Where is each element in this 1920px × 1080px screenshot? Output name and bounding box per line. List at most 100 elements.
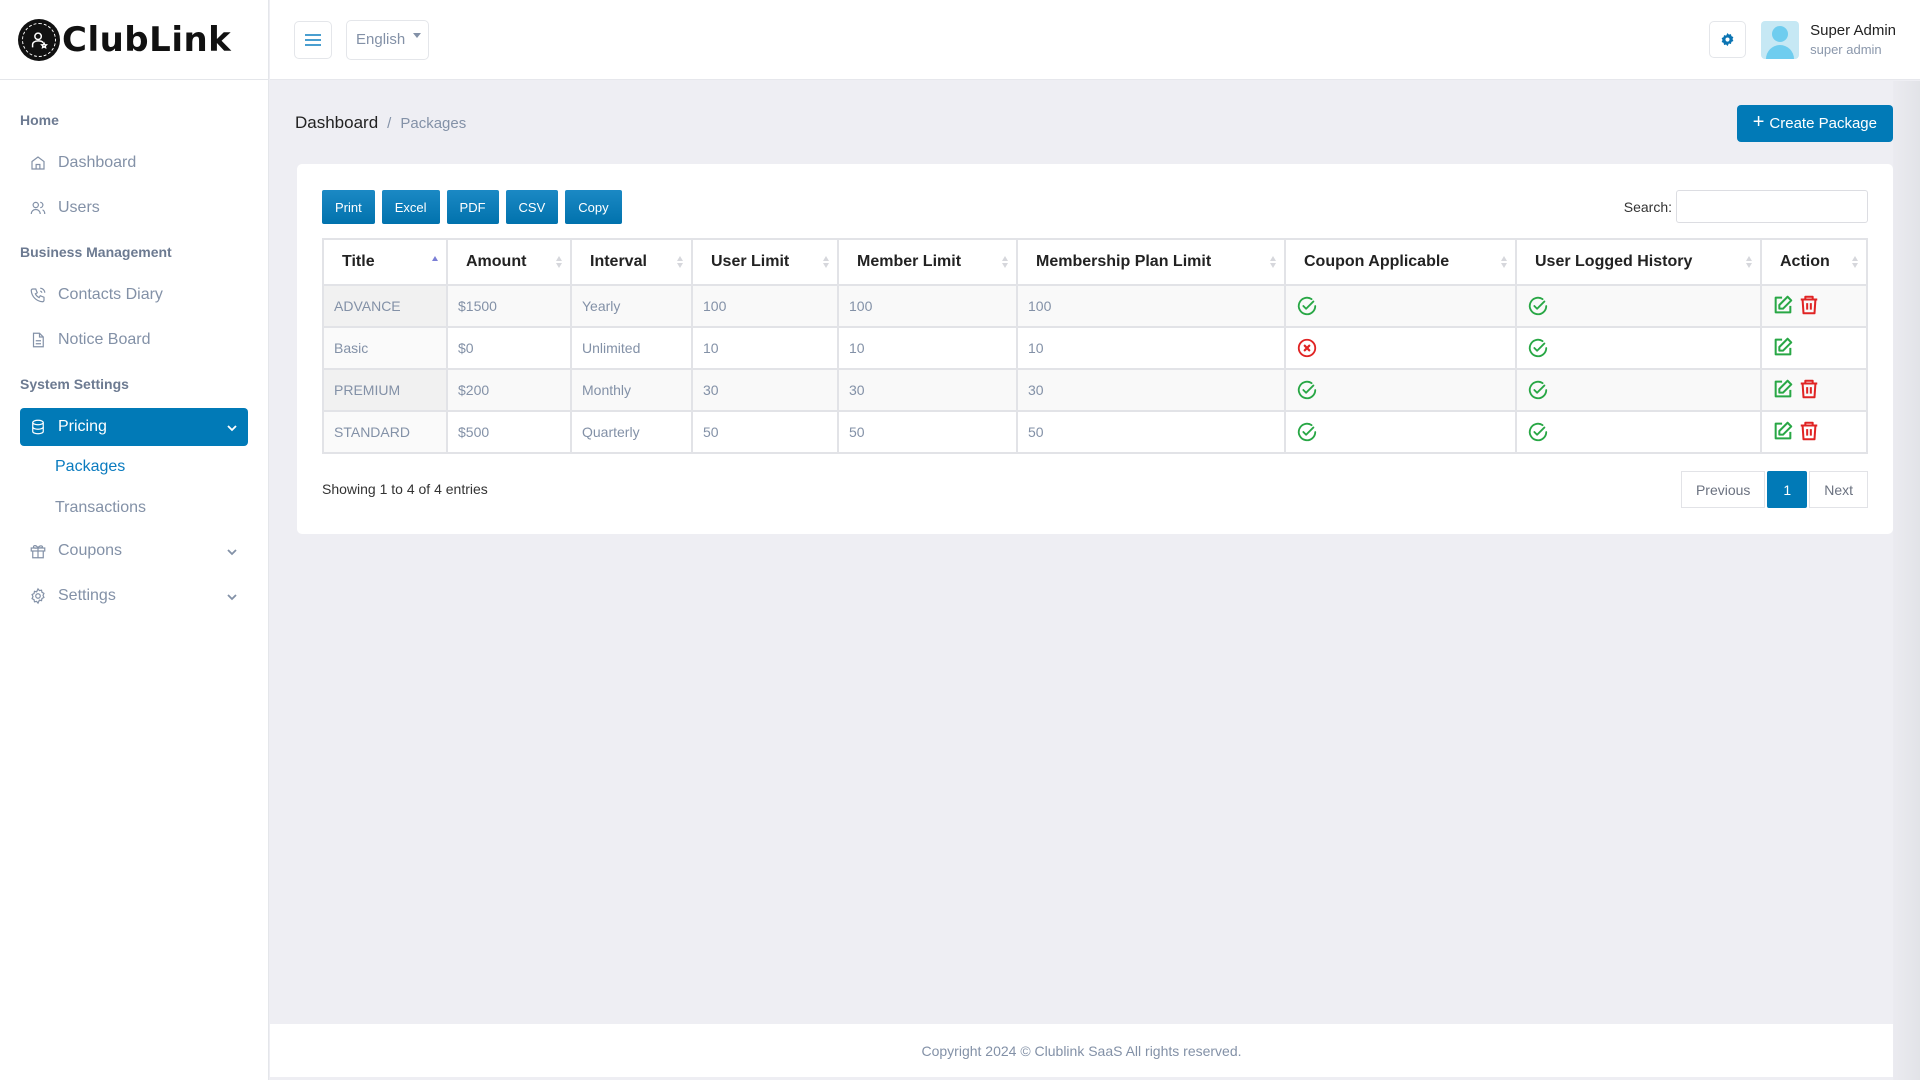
chevron-down-icon [226, 421, 238, 433]
sidebar-item-label: Pricing [58, 418, 107, 435]
cell-member-limit: 30 [837, 368, 1018, 412]
sidebar-item-label: Users [58, 198, 100, 216]
cell-interval: Unlimited [570, 326, 693, 370]
excel-button[interactable]: Excel [381, 190, 440, 224]
table-row: Basic $0 Unlimited 10 10 10 [322, 326, 1868, 370]
column-header-coupon-applicable[interactable]: Coupon Applicable [1284, 238, 1517, 286]
pagination-page-1[interactable]: 1 [1767, 471, 1808, 508]
cell-plan-limit: 30 [1016, 368, 1286, 412]
sort-icon [1746, 256, 1752, 268]
sidebar-item-users[interactable]: Users [20, 185, 248, 230]
csv-button[interactable]: CSV [505, 190, 559, 224]
nav-section-system: System Settings [20, 376, 129, 392]
delete-icon[interactable] [1798, 294, 1820, 316]
copy-button[interactable]: Copy [565, 190, 622, 224]
home-icon [28, 153, 48, 173]
sidebar-item-contacts-diary[interactable]: Contacts Diary [20, 272, 248, 317]
cell-action [1760, 410, 1868, 454]
breadcrumb-dashboard[interactable]: Dashboard [295, 113, 379, 132]
settings-button[interactable] [1709, 21, 1747, 58]
user-name: Super Admin [1810, 22, 1896, 39]
sort-icon [556, 256, 562, 268]
plus-icon: + [1752, 111, 1765, 133]
top-header: English Super Admin super admin [270, 0, 1920, 80]
user-info[interactable]: Super Admin super admin [1810, 22, 1896, 57]
avatar[interactable] [1761, 20, 1800, 59]
delete-icon[interactable] [1798, 420, 1820, 442]
pdf-button[interactable]: PDF [446, 190, 499, 224]
cell-member-limit: 10 [837, 326, 1018, 370]
sidebar-item-coupons[interactable]: Coupons [20, 528, 248, 573]
cell-action [1760, 284, 1868, 328]
header-right: Super Admin super admin [1709, 20, 1896, 59]
cell-coupon-applicable [1284, 284, 1517, 328]
brand-name: ClubLink [62, 19, 232, 60]
breadcrumb-separator: / [387, 114, 392, 132]
search-input[interactable] [1676, 190, 1868, 223]
edit-icon[interactable] [1772, 378, 1794, 400]
column-header-interval[interactable]: Interval [570, 238, 693, 286]
footer: Copyright 2024 © Clublink SaaS All right… [270, 1024, 1893, 1077]
column-header-action[interactable]: Action [1760, 238, 1868, 286]
column-header-membership-plan-limit[interactable]: Membership Plan Limit [1016, 238, 1286, 286]
menu-toggle-button[interactable] [294, 20, 332, 59]
column-header-amount[interactable]: Amount [446, 238, 572, 286]
create-package-button[interactable]: + Create Package [1736, 104, 1893, 142]
sidebar-item-dashboard[interactable]: Dashboard [20, 140, 248, 185]
users-icon [28, 198, 48, 218]
sort-icon [1501, 256, 1507, 268]
gift-icon [28, 541, 48, 561]
database-icon [28, 417, 48, 437]
language-label: English [356, 31, 406, 48]
edit-icon[interactable] [1772, 420, 1794, 442]
pagination-previous[interactable]: Previous [1680, 471, 1766, 508]
sidebar-item-label: Coupons [58, 541, 123, 559]
column-header-user-limit[interactable]: User Limit [691, 238, 839, 286]
print-button[interactable]: Print [322, 190, 375, 224]
table-header-row: Title Amount Interval User Limit Member … [322, 238, 1868, 286]
table-info: Showing 1 to 4 of 4 entries [322, 481, 488, 497]
cell-user-limit: 50 [691, 410, 839, 454]
export-toolbar: Print Excel PDF CSV Copy [322, 190, 629, 224]
check-circle-icon [1527, 422, 1549, 442]
copyright-text: Copyright 2024 © Clublink SaaS All right… [921, 1042, 1242, 1059]
table-row: ADVANCE $1500 Yearly 100 100 100 [322, 284, 1868, 328]
brand[interactable]: ClubLink [0, 0, 268, 80]
right-gutter [1893, 81, 1920, 1080]
language-dropdown[interactable]: English [346, 19, 429, 60]
cell-interval: Quarterly [570, 410, 693, 454]
column-header-title[interactable]: Title [322, 238, 448, 286]
cell-amount: $1500 [446, 284, 572, 328]
sidebar-subitem-transactions[interactable]: Transactions [55, 498, 146, 516]
cell-user-logged-history [1515, 410, 1762, 454]
sidebar-subitem-packages[interactable]: Packages [55, 457, 126, 475]
pagination-next[interactable]: Next [1809, 471, 1868, 508]
sort-ascending-icon [432, 256, 438, 268]
user-role: super admin [1810, 42, 1882, 57]
check-circle-icon [1527, 380, 1549, 400]
table-row: STANDARD $500 Quarterly 50 50 50 [322, 410, 1868, 454]
sidebar: ClubLink Home Dashboard Users Business M… [0, 0, 269, 1080]
search-box: Search: [1624, 190, 1868, 223]
cell-amount: $500 [446, 410, 572, 454]
cell-interval: Monthly [570, 368, 693, 412]
check-circle-icon [1296, 422, 1318, 442]
column-header-user-logged-history[interactable]: User Logged History [1515, 238, 1762, 286]
edit-icon[interactable] [1772, 336, 1794, 358]
sidebar-item-notice-board[interactable]: Notice Board [20, 317, 248, 362]
sort-icon [1270, 256, 1276, 268]
cell-member-limit: 100 [837, 284, 1018, 328]
delete-icon[interactable] [1798, 378, 1820, 400]
cell-member-limit: 50 [837, 410, 1018, 454]
main-content: Dashboard / Packages + Create Package Pr… [270, 81, 1893, 1024]
sidebar-item-settings[interactable]: Settings [20, 573, 248, 618]
table-body: ADVANCE $1500 Yearly 100 100 100 Basic $0 Unlimi… [322, 284, 1868, 454]
sidebar-item-pricing[interactable]: Pricing [20, 408, 248, 446]
edit-icon[interactable] [1772, 294, 1794, 316]
sort-icon [823, 256, 829, 268]
column-header-member-limit[interactable]: Member Limit [837, 238, 1018, 286]
caret-down-icon [413, 33, 422, 38]
breadcrumb-current: Packages [400, 114, 467, 132]
sidebar-item-label: Contacts Diary [58, 285, 163, 303]
check-circle-icon [1296, 296, 1318, 316]
